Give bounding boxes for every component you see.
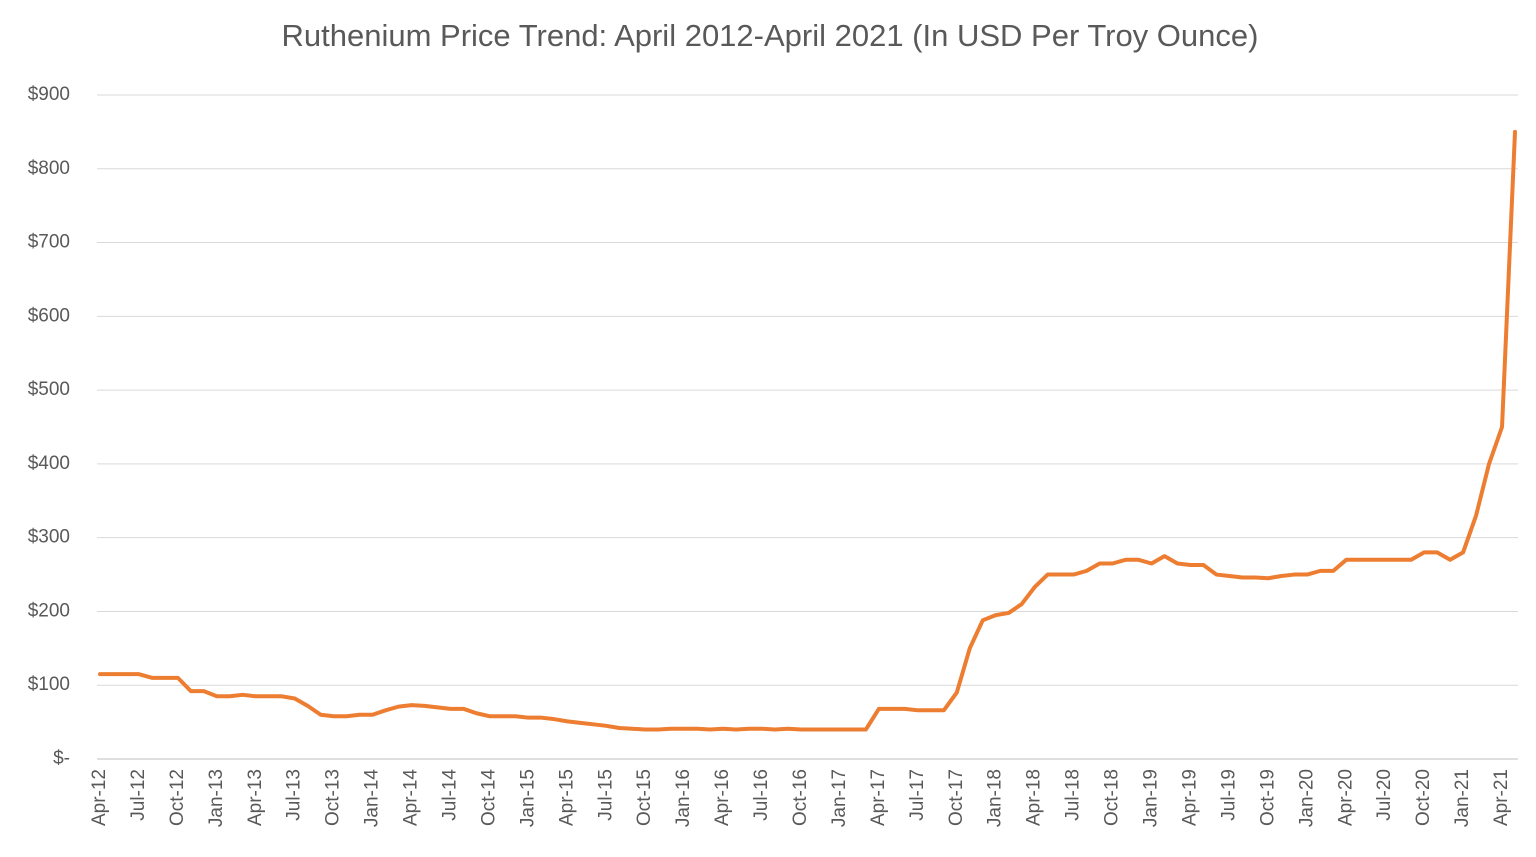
x-tick-label: Jan-16	[673, 769, 694, 827]
x-tick-label: Oct-14	[478, 769, 499, 826]
x-tick-label: Jan-21	[1452, 769, 1473, 827]
x-tick-label: Jan-13	[206, 769, 227, 827]
y-tick-label: $100	[28, 674, 70, 695]
x-tick-label: Oct-19	[1257, 769, 1278, 826]
x-tick-label: Jul-18	[1063, 769, 1084, 821]
x-tick-label: Jul-17	[907, 769, 928, 821]
price-line	[98, 129, 1517, 732]
x-tick-label: Oct-15	[634, 769, 655, 826]
x-tick-label: Jul-20	[1374, 769, 1395, 821]
x-tick-label: Jan-17	[829, 769, 850, 827]
x-tick-label: Jul-12	[128, 769, 149, 821]
x-tick-label: Oct-17	[946, 769, 967, 826]
x-tick-label: Oct-18	[1102, 769, 1123, 826]
x-tick-label: Oct-12	[167, 769, 188, 826]
x-tick-label: Oct-16	[790, 769, 811, 826]
y-tick-label: $900	[28, 84, 70, 105]
x-tick-label: Apr-18	[1024, 769, 1045, 826]
x-tick-label: Jan-15	[517, 769, 538, 827]
x-tick-label: Jan-14	[362, 769, 383, 828]
x-tick-label: Jul-15	[595, 769, 616, 821]
x-tick-label: Apr-14	[401, 769, 422, 826]
x-tick-label: Oct-20	[1413, 769, 1434, 826]
y-tick-label: $-	[53, 748, 70, 769]
x-tick-label: Apr-13	[245, 769, 266, 826]
x-tick-label: Apr-15	[556, 769, 577, 826]
chart-title: Ruthenium Price Trend: April 2012-April …	[282, 18, 1259, 53]
y-tick-label: $400	[28, 453, 70, 474]
x-tick-label: Jan-18	[985, 769, 1006, 827]
x-tick-label: Oct-13	[323, 769, 344, 826]
y-tick-label: $300	[28, 527, 70, 548]
y-tick-label: $800	[28, 158, 70, 179]
x-tick-label: Jul-14	[440, 769, 461, 821]
y-tick-label: $500	[28, 379, 70, 400]
x-tick-label: Jan-20	[1296, 769, 1317, 827]
x-tick-label: Apr-21	[1491, 769, 1512, 826]
x-tick-label: Apr-12	[89, 769, 110, 826]
x-tick-label: Jul-13	[284, 769, 305, 821]
y-tick-label: $600	[28, 305, 70, 326]
x-tick-label: Jul-16	[751, 769, 772, 821]
y-tick-label: $200	[28, 600, 70, 621]
x-tick-label: Apr-16	[712, 769, 733, 826]
x-tick-label: Apr-20	[1335, 769, 1356, 826]
x-tick-label: Jan-19	[1141, 769, 1162, 827]
x-tick-label: Jul-19	[1218, 769, 1239, 821]
x-tick-label: Apr-19	[1179, 769, 1200, 826]
y-tick-label: $700	[28, 232, 70, 253]
x-tick-label: Apr-17	[868, 769, 889, 826]
